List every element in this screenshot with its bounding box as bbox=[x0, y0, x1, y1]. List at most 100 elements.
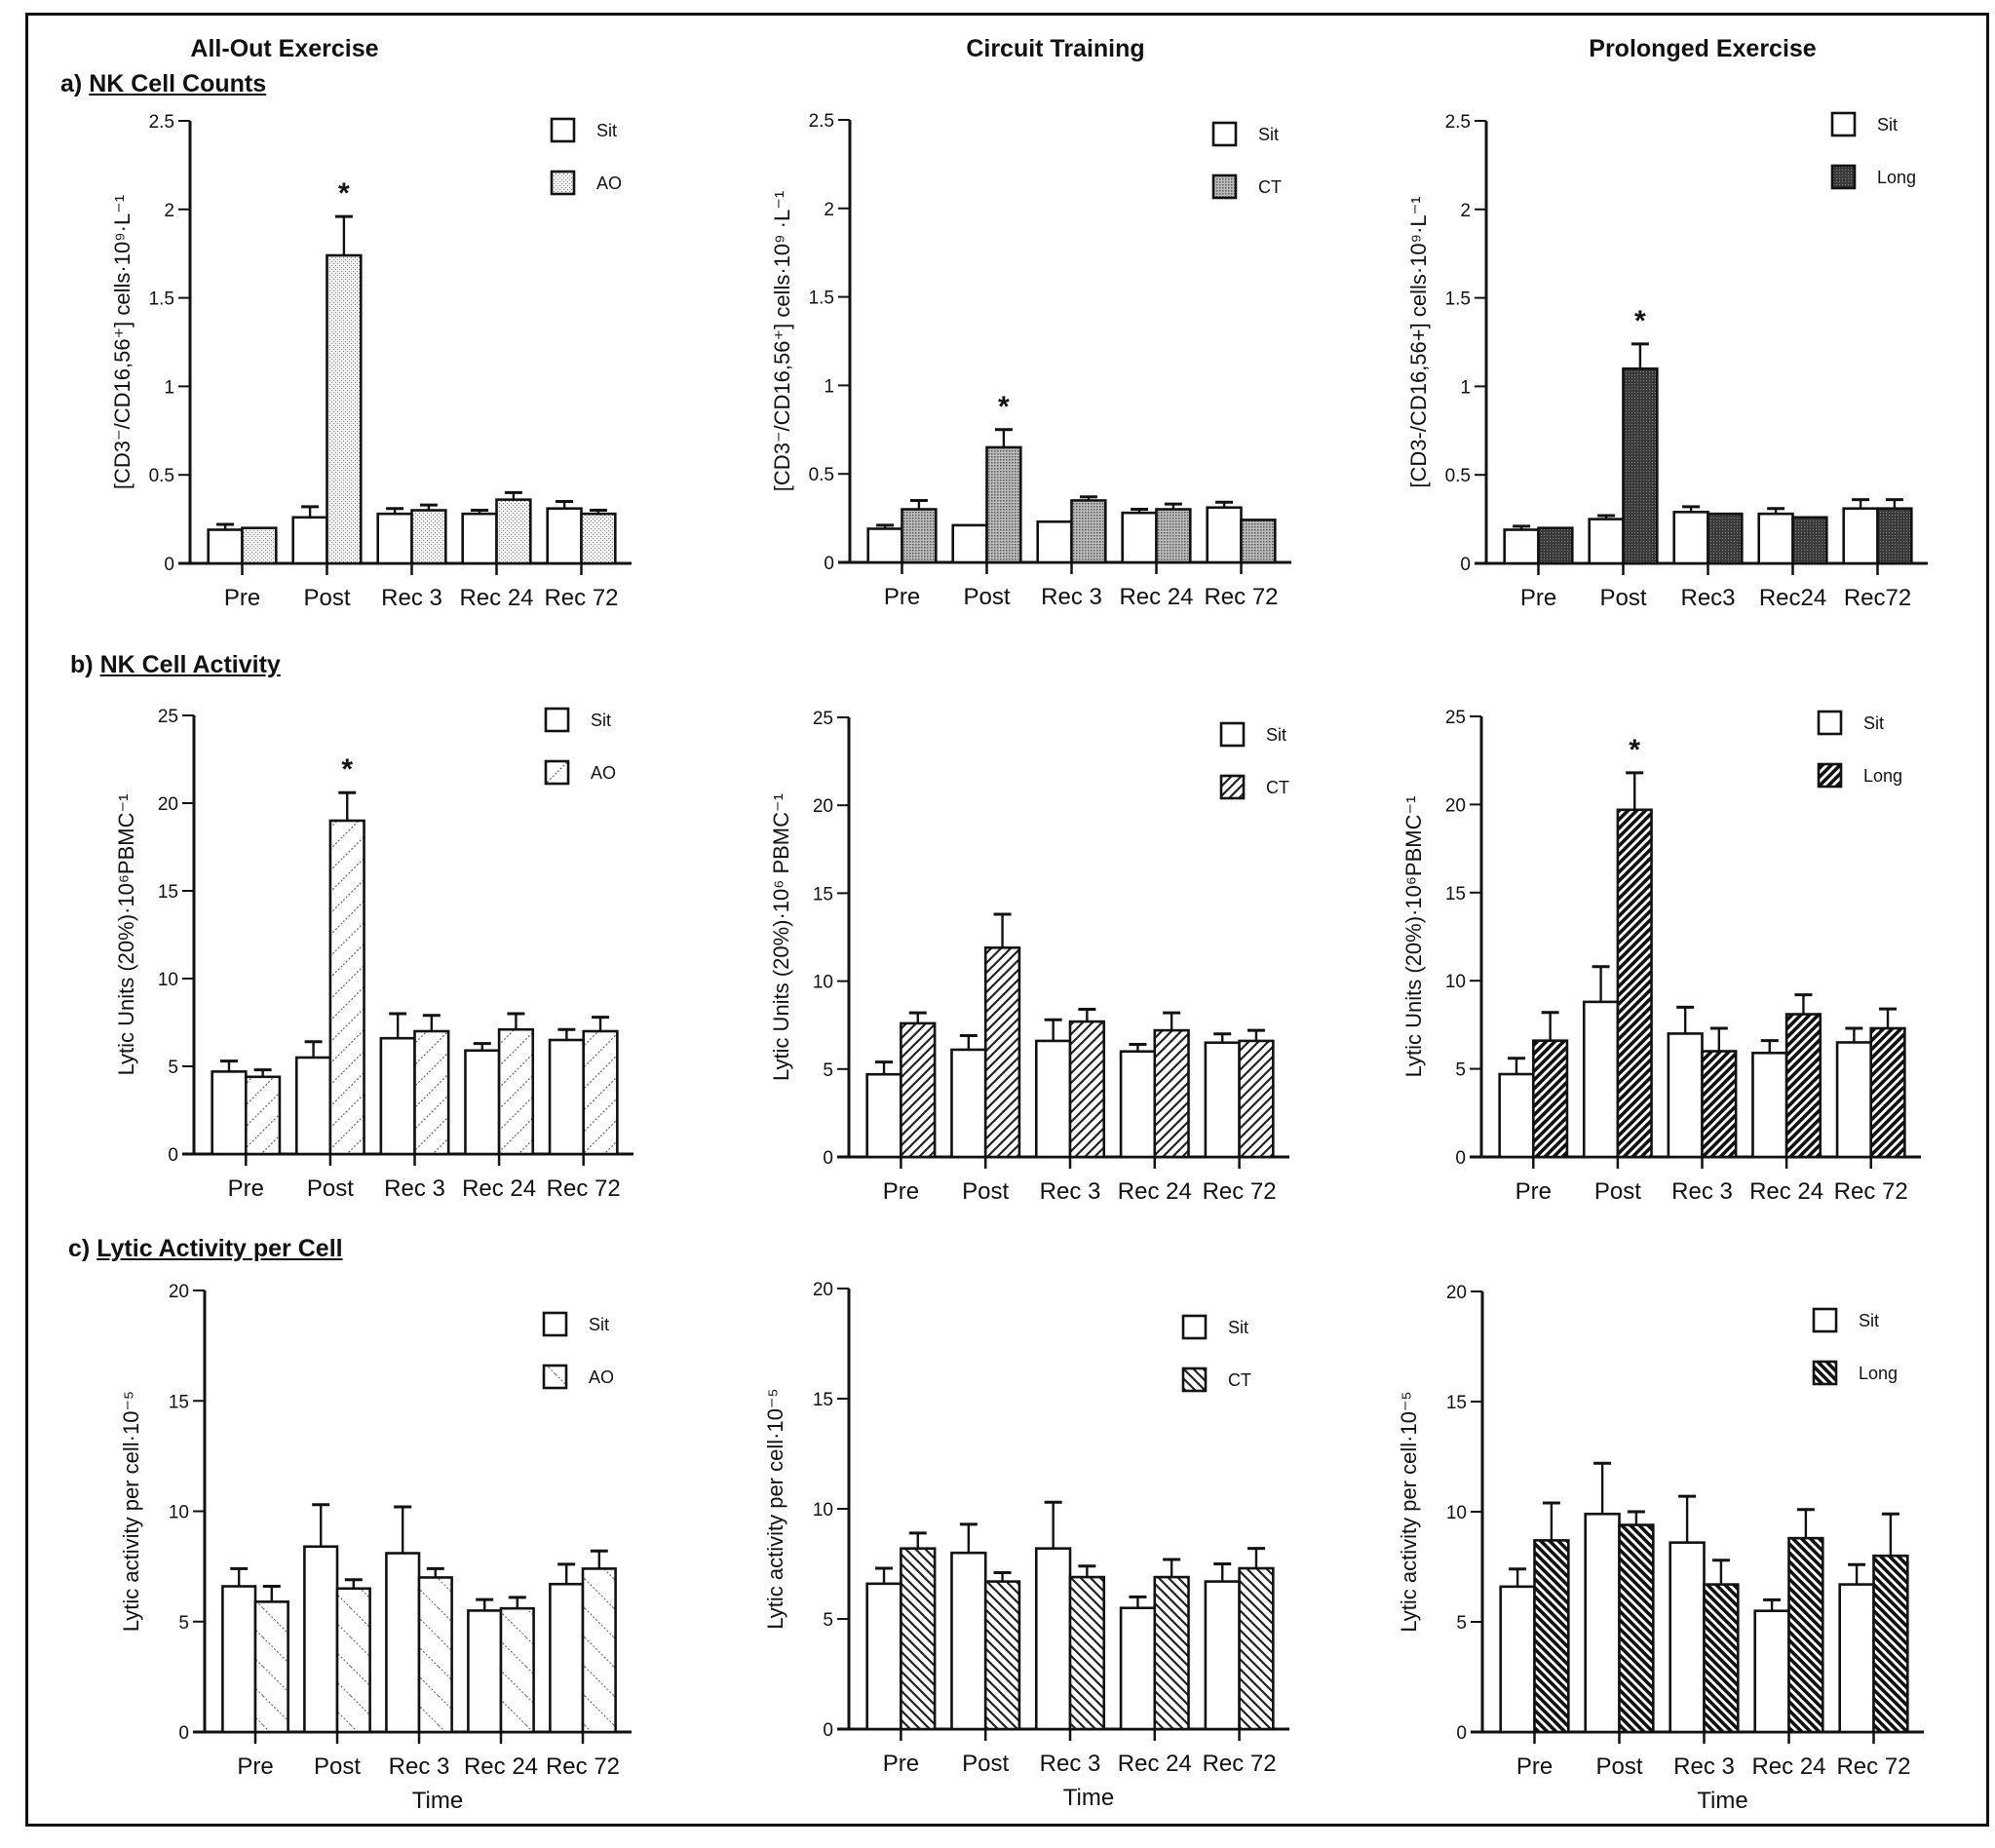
y-tick-label: 10 bbox=[1445, 972, 1466, 992]
x-tick-label: Post bbox=[1594, 1178, 1641, 1205]
x-tick-label: Rec 24 bbox=[1119, 584, 1193, 610]
legend-label-sit: Sit bbox=[1877, 115, 1898, 135]
x-tick-label: Rec 24 bbox=[459, 585, 533, 611]
x-tick-label: Rec 24 bbox=[1749, 1178, 1823, 1205]
y-tick-label: 25 bbox=[1445, 708, 1466, 728]
bar-ct-rec24 bbox=[1155, 508, 1192, 564]
y-tick-label: 0 bbox=[1456, 1723, 1467, 1744]
bar-sit-rec72 bbox=[1842, 507, 1879, 565]
y-tick-label: 20 bbox=[1446, 1283, 1467, 1303]
significance-asterisk: * bbox=[1629, 734, 1640, 766]
bar-long-post bbox=[1616, 808, 1653, 1159]
y-tick-label: 5 bbox=[1455, 1060, 1466, 1081]
x-tick-label: Pre bbox=[883, 1751, 919, 1777]
y-axis-label: Lytic activity per cell·10⁻⁵ bbox=[1397, 1391, 1421, 1632]
bar-sit-rec3 bbox=[1669, 1541, 1706, 1734]
x-tick-label: Post bbox=[314, 1753, 361, 1780]
x-tick-label: Pre bbox=[228, 1175, 264, 1202]
y-tick-label: 15 bbox=[158, 882, 178, 903]
legend-swatch-sit bbox=[544, 707, 570, 733]
x-tick-label: Post bbox=[1599, 585, 1646, 611]
bar-sit-rec72 bbox=[549, 1582, 585, 1734]
legend-swatch-ct bbox=[1211, 173, 1238, 200]
bar-ao-pre bbox=[245, 1075, 282, 1156]
bar-long-pre bbox=[1533, 1539, 1570, 1734]
x-tick-label: Rec 72 bbox=[1834, 1178, 1908, 1205]
legend-swatch-ao bbox=[544, 759, 570, 786]
row-title-b: b) NK Cell Activity bbox=[70, 651, 281, 679]
legend-label-sit: Sit bbox=[1258, 125, 1279, 144]
bar-ao-rec24 bbox=[499, 1606, 535, 1734]
bar-ct-rec72 bbox=[1238, 1566, 1275, 1731]
bar-long-rec24 bbox=[1784, 1013, 1822, 1159]
legend: Sit AO bbox=[542, 1311, 614, 1390]
x-tick-label: Pre bbox=[1515, 1178, 1552, 1205]
y-tick-label: 10 bbox=[158, 970, 178, 990]
x-tick-label: Rec 3 bbox=[1671, 1178, 1733, 1205]
y-tick-label: 2 bbox=[824, 200, 834, 220]
legend-swatch-sit bbox=[550, 117, 576, 143]
bar-sit-post bbox=[291, 516, 328, 565]
bar-ao-rec3 bbox=[413, 1029, 450, 1156]
y-tick-label: 20 bbox=[813, 1280, 833, 1300]
x-tick-label: Pre bbox=[883, 1178, 919, 1205]
bar-sit-pre bbox=[1503, 528, 1540, 565]
bar-long-rec72 bbox=[1869, 1026, 1906, 1159]
legend-swatch-ao bbox=[550, 170, 576, 196]
chart-panel-b-Long: 0 5 10 15 20 25 Lytic Units (20%)·10⁶PBMC⁻¹ Pre… bbox=[1401, 708, 1921, 1205]
bar-sit-rec24 bbox=[1119, 1050, 1157, 1159]
bar-ao-rec3 bbox=[410, 509, 447, 565]
legend: Sit Long bbox=[1817, 710, 1902, 789]
bar-sit-rec3 bbox=[1034, 1547, 1072, 1731]
x-tick-label: Pre bbox=[237, 1753, 273, 1780]
bar-sit-rec3 bbox=[376, 512, 413, 565]
bar-sit-rec24 bbox=[1119, 1606, 1157, 1731]
bar-long-rec3 bbox=[1701, 1050, 1738, 1159]
x-tick-label: Rec 3 bbox=[384, 1175, 445, 1202]
legend-label-sit: Sit bbox=[1228, 1318, 1248, 1337]
y-tick-label: 2.5 bbox=[1445, 112, 1471, 133]
bar-sit-rec72 bbox=[1206, 506, 1243, 564]
y-tick-label: 2.5 bbox=[149, 112, 174, 133]
y-tick-label: 10 bbox=[1446, 1503, 1467, 1523]
x-tick-label: Rec 72 bbox=[547, 1175, 621, 1202]
x-tick-label: Rec 24 bbox=[1118, 1751, 1192, 1777]
legend: Sit Long bbox=[1830, 111, 1916, 190]
x-tick-label: Post bbox=[962, 1751, 1009, 1777]
y-tick-label: 20 bbox=[169, 1282, 189, 1302]
legend-swatch-sit bbox=[1219, 721, 1246, 748]
bar-sit-rec72 bbox=[1204, 1580, 1241, 1731]
y-tick-label: 1.5 bbox=[149, 289, 174, 310]
legend-swatch-ct bbox=[1181, 1367, 1208, 1393]
bar-sit-rec72 bbox=[548, 1038, 585, 1156]
y-axis-label: Lytic activity per cell·10⁻⁵ bbox=[763, 1388, 787, 1629]
y-axis-label: Lytic Units (20%)·10⁶ PBMC⁻¹ bbox=[769, 793, 793, 1081]
x-tick-label: Post bbox=[1595, 1753, 1642, 1780]
x-tick-label: Post bbox=[307, 1175, 354, 1202]
x-tick-label: Pre bbox=[224, 585, 260, 611]
bar-sit-rec24 bbox=[467, 1609, 503, 1734]
x-tick-label: Rec24 bbox=[1759, 585, 1826, 611]
y-tick-label: 2.5 bbox=[809, 111, 834, 132]
y-tick-label: 2 bbox=[164, 201, 174, 221]
x-axis-label: Time bbox=[1063, 1785, 1114, 1811]
x-tick-label: Pre bbox=[1516, 1753, 1553, 1780]
y-tick-label: 15 bbox=[813, 884, 833, 905]
y-tick-label: 0 bbox=[824, 554, 834, 574]
bar-ao-pre bbox=[253, 1600, 289, 1734]
legend: Sit AO bbox=[544, 707, 616, 786]
bar-sit-rec24 bbox=[1121, 511, 1158, 564]
y-tick-label: 10 bbox=[169, 1503, 189, 1523]
y-tick-label: 5 bbox=[823, 1610, 833, 1631]
x-tick-label: Rec 24 bbox=[462, 1175, 536, 1202]
x-tick-label: Rec 72 bbox=[1836, 1753, 1910, 1780]
significance-asterisk: * bbox=[1634, 305, 1646, 337]
legend-label-long: Long bbox=[1859, 1364, 1898, 1383]
bar-sit-rec3 bbox=[1672, 511, 1709, 565]
y-tick-label: 5 bbox=[1456, 1613, 1467, 1634]
x-tick-label: Post bbox=[303, 585, 350, 611]
y-tick-label: 15 bbox=[169, 1392, 189, 1412]
bar-ct-post bbox=[985, 445, 1022, 564]
bar-ct-rec3 bbox=[1070, 499, 1107, 564]
